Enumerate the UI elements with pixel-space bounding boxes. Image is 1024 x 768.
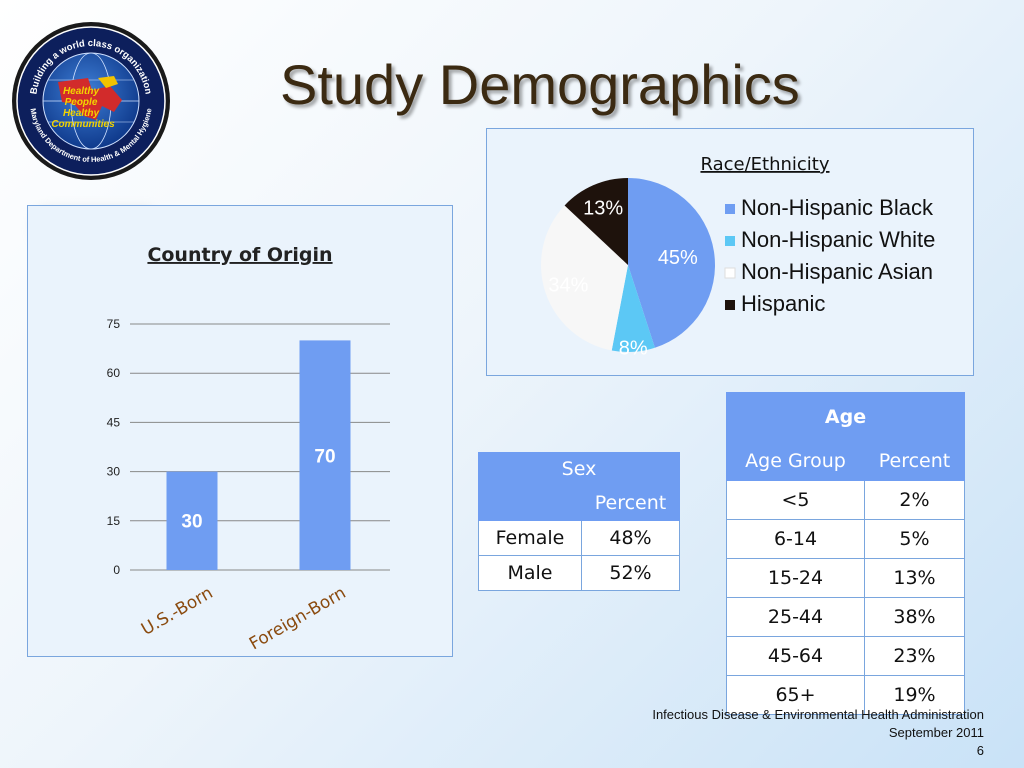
legend-label: Non-Hispanic White [741,227,935,252]
age-group: 6-14 [726,519,865,559]
bar [166,471,218,570]
footer-date: September 2011 [888,725,984,740]
pie-data-label: 34% [548,274,588,296]
age-table-col1: Age Group [726,441,865,481]
age-table-col2: Percent [864,441,965,481]
age-percent: 23% [864,636,965,676]
y-tick-label: 30 [107,465,121,479]
sex-label: Male [478,555,582,591]
pie-chart-panel: Race/Ethnicity 45% 8% 34% 13% Non-Hispanic Bl… [486,128,974,376]
slide-title: Study Demographics [280,53,800,116]
sex-value: 52% [581,555,680,591]
bar [299,340,351,570]
table-row: 45-64 23% [726,636,965,676]
footer-org: Infectious Disease & Environmental Healt… [652,707,984,722]
sex-table: Sex Percent Female 48% Male 52% [478,452,680,591]
logo-top-text: Building a world class organization [10,20,161,22]
table-row: 25-44 38% [726,597,965,637]
bar-chart: Country of Origin 0 15 30 45 60 75 30 U.S.-Born 7… [107,244,390,654]
age-percent: 19% [864,675,965,715]
y-tick-label: 60 [107,366,121,380]
age-percent: 2% [864,480,965,520]
logo-word-1: Healthy [63,86,100,97]
logo: Building a world class organization Buil… [10,20,170,180]
age-group: 25-44 [726,597,865,637]
y-tick-label: 0 [113,563,120,577]
age-percent: 38% [864,597,965,637]
y-tick-label: 45 [107,415,121,429]
y-tick-label: 15 [107,514,121,528]
bar-chart-panel: Country of Origin 0 15 30 45 60 75 30 U.S.-Born 7… [27,205,453,657]
pie-slice [564,178,628,265]
logo-word-2: People [65,97,98,108]
y-tick-label: 75 [107,317,121,331]
table-row: 6-14 5% [726,519,965,559]
bar-data-label: 30 [181,512,202,533]
age-table: Age Age Group Percent <5 2% 6-14 5% 15-24 1… [726,392,965,715]
bar-data-label: 70 [314,446,335,467]
sex-table-blank-header [478,485,582,521]
age-percent: 5% [864,519,965,559]
legend-swatch [725,236,735,246]
age-table-caption: Age [726,392,965,442]
table-row: 65+ 19% [726,675,965,715]
legend-swatch [724,267,736,279]
footer: Infectious Disease & Environmental Healt… [652,706,984,760]
legend-label: Hispanic [741,291,825,316]
logo-word-4: Communities [51,119,115,130]
age-group: 65+ [726,675,865,715]
pie-chart-title: Race/Ethnicity [700,154,829,175]
sex-label: Female [478,520,582,556]
pie-data-label: 13% [583,198,623,220]
age-group: 15-24 [726,558,865,598]
pie-slice [628,178,715,348]
legend-swatch [725,300,735,310]
footer-page-number: 6 [976,743,984,758]
legend-swatch [725,204,735,214]
pie-data-label: 45% [658,247,698,269]
sex-value: 48% [581,520,680,556]
table-row: Female 48% [478,520,680,556]
pie-data-label: 8% [619,337,648,359]
logo-word-3: Healthy [63,108,100,119]
x-tick-label: U.S.-Born [138,583,217,640]
bar-chart-title: Country of Origin [147,244,332,266]
age-group: <5 [726,480,865,520]
sex-table-caption: Sex [478,452,680,486]
age-group: 45-64 [726,636,865,676]
legend-label: Non-Hispanic Asian [741,259,933,284]
table-row: Male 52% [478,555,680,591]
table-row: 15-24 13% [726,558,965,598]
pie-chart: Race/Ethnicity 45% 8% 34% 13% Non-Hispanic Bl… [541,154,935,359]
pie-slice [611,265,655,352]
pie-slice [541,205,628,351]
sex-table-col-header: Percent [581,485,680,521]
legend-label: Non-Hispanic Black [741,195,934,220]
x-tick-label: Foreign-Born [246,583,350,654]
age-percent: 13% [864,558,965,598]
table-row: <5 2% [726,480,965,520]
